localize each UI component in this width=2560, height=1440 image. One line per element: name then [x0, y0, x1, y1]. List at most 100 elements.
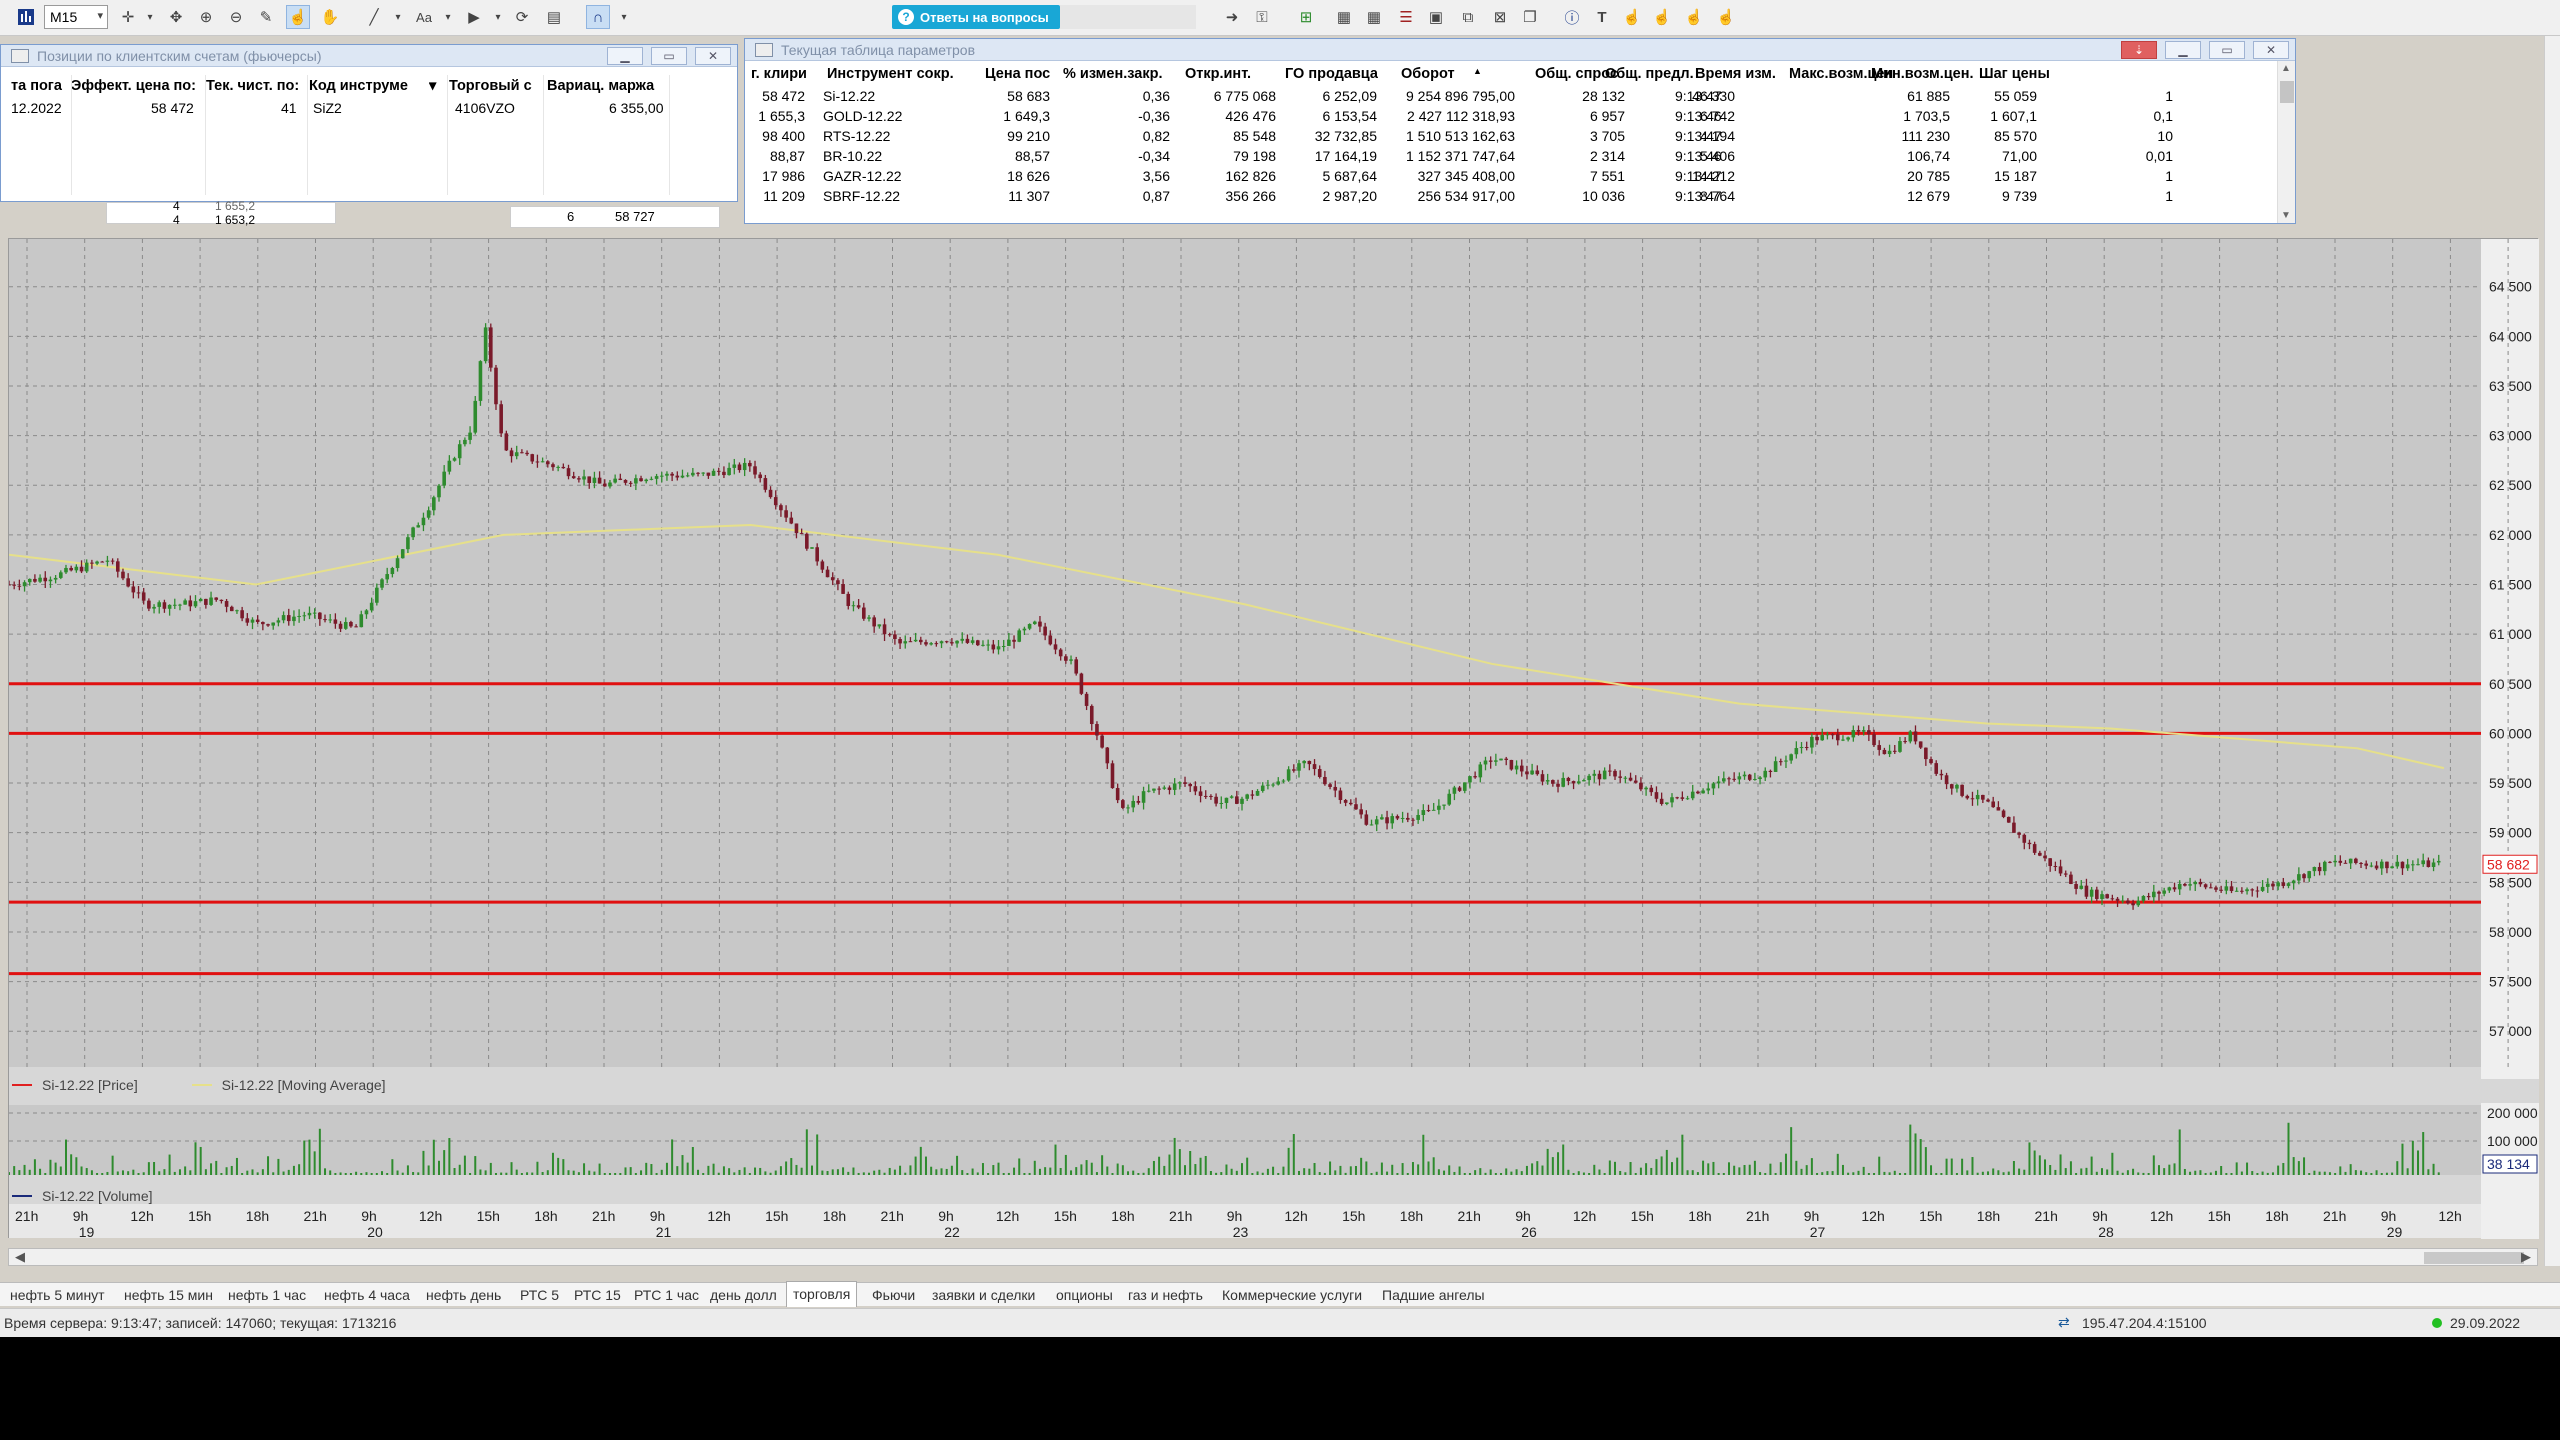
table-cell[interactable]: 0,87 [1142, 188, 1170, 204]
table-cell[interactable]: 0,36 [1142, 88, 1170, 104]
col-header[interactable]: Общ. спрос [1535, 66, 1618, 82]
table-cell[interactable]: 1 607,1 [1990, 108, 2037, 124]
table-cell[interactable]: 106,74 [1907, 148, 1950, 164]
tab-11[interactable]: заявки и сделки [932, 1287, 1036, 1303]
col-header[interactable]: Оборот [1401, 66, 1455, 82]
table-cell[interactable]: 9:13:46 [1675, 108, 1722, 124]
table-cell[interactable]: 17 164,19 [1314, 148, 1377, 164]
col-header[interactable]: Общ. предл. [1605, 66, 1694, 82]
hand-tool-icon[interactable]: ☝ [1716, 9, 1736, 26]
table-cell[interactable]: 11 209 [763, 188, 805, 204]
order-key-icon[interactable]: ⚿ [1256, 8, 1268, 26]
zoom-out-icon[interactable]: ⊖ [229, 9, 243, 26]
interval-select[interactable]: M15 ▾ [44, 5, 108, 29]
pin-button[interactable]: ⇣ [2121, 41, 2157, 59]
table-cell[interactable]: 15 187 [1994, 168, 2037, 184]
table-cell[interactable]: 5 687,64 [1322, 168, 1378, 184]
table-cell[interactable]: 9:13:47 [1675, 128, 1722, 144]
text-insert-icon[interactable]: T [1597, 8, 1607, 26]
table-cell[interactable]: 1 [2165, 88, 2173, 104]
table-icon[interactable]: ▦ [1366, 9, 1382, 26]
table-cell[interactable]: 356 266 [1225, 188, 1276, 204]
table-cell[interactable]: 61 885 [1907, 88, 1950, 104]
table-cell[interactable]: 327 345 408,00 [1417, 168, 1515, 184]
table-cell[interactable]: 2 987,20 [1322, 188, 1378, 204]
layers-icon[interactable]: ▤ [546, 9, 562, 26]
arrow-tool-icon[interactable]: ▶ [468, 9, 480, 26]
col-header[interactable]: Шаг цены [1979, 66, 2050, 82]
table-cell[interactable]: 2 427 112 318,93 [1407, 108, 1515, 124]
tab-3[interactable]: нефть 4 часа [324, 1287, 410, 1303]
table-cell[interactable]: BR-10.22 [823, 148, 883, 164]
dropdown-icon[interactable]: ▾ [147, 11, 153, 23]
crosshair-add-icon[interactable]: ✛ [121, 9, 135, 26]
chart-scrollbar[interactable]: ◀ ▶ [8, 1248, 2538, 1266]
chart-icon[interactable] [14, 5, 38, 29]
table-cell[interactable]: 85 570 [1994, 128, 2037, 144]
scroll-right-icon[interactable]: ▶ [2521, 1249, 2531, 1264]
answers-button[interactable]: ? Ответы на вопросы [892, 5, 1060, 29]
tab-14[interactable]: Коммерческие услуги [1222, 1287, 1363, 1303]
table-cell[interactable]: -0,34 [1138, 148, 1170, 164]
table-cell[interactable]: SiZ2 [313, 100, 342, 116]
table-cell[interactable]: 14 212 [1692, 168, 1735, 184]
scroll-up-icon[interactable]: ▲ [2281, 63, 2291, 74]
table-cell[interactable]: 1 655,3 [758, 108, 805, 124]
chart-window-icon[interactable]: ▣ [1428, 9, 1444, 26]
search-window-icon[interactable]: ⧉ [1462, 8, 1474, 26]
params-scrollbar[interactable]: ▲ ▼ [2277, 61, 2295, 223]
table-cell[interactable]: 2 314 [1589, 148, 1625, 164]
sort-arrow-icon[interactable]: ▾ [429, 78, 437, 94]
col-header[interactable]: Эффект. цена по: [71, 78, 196, 94]
col-header[interactable]: Откр.инт. [1185, 66, 1252, 82]
tab-2[interactable]: нефть 1 час [228, 1287, 307, 1303]
table-cell[interactable]: 162 826 [1225, 168, 1276, 184]
zoom-in-icon[interactable]: ⊕ [199, 9, 213, 26]
dropdown-icon[interactable]: ▾ [445, 11, 451, 23]
table-cell[interactable]: 4 194 [1699, 128, 1735, 144]
table-cell[interactable]: 0,1 [2153, 108, 2173, 124]
table-cell[interactable]: 98 400 [762, 128, 805, 144]
dropdown-icon[interactable]: ▾ [495, 11, 501, 23]
col-header[interactable]: Время изм. [1695, 66, 1776, 82]
table-cell[interactable]: 46 330 [1692, 88, 1735, 104]
table-cell[interactable]: 9 739 [2001, 188, 2037, 204]
tab-5[interactable]: РТС 5 [520, 1287, 560, 1303]
table-cell[interactable]: SBRF-12.22 [823, 188, 901, 204]
table-cell[interactable]: 88,87 [769, 148, 805, 164]
table-cell[interactable]: 71,00 [2001, 148, 2037, 164]
table-cell[interactable]: 6 957 [1589, 108, 1625, 124]
table-cell[interactable]: 10 036 [1582, 188, 1625, 204]
move-icon[interactable]: ✥ [169, 9, 183, 26]
text-tool-icon[interactable]: Aa [416, 9, 432, 25]
table-cell[interactable]: 32 732,85 [1314, 128, 1377, 144]
table-cell[interactable]: 12 679 [1907, 188, 1950, 204]
table-cell[interactable]: 1 [2165, 188, 2173, 204]
table-cell[interactable]: Si-12.22 [823, 88, 876, 104]
table-cell[interactable]: 1 649,3 [1003, 108, 1050, 124]
col-header[interactable]: Тек. чист. по: [206, 78, 300, 94]
table-cell[interactable]: 9 254 896 795,00 [1406, 88, 1515, 104]
table-cell[interactable]: -0,36 [1138, 108, 1170, 124]
table-cell[interactable]: 7 551 [1589, 168, 1625, 184]
table-cell[interactable]: 1 703,5 [1903, 108, 1950, 124]
scroll-down-icon[interactable]: ▼ [2281, 210, 2291, 221]
table-cell[interactable]: 111 230 [1901, 128, 1950, 144]
tab-1[interactable]: нефть 15 мин [124, 1287, 213, 1303]
table-cell[interactable]: 9:13:47 [1675, 88, 1722, 104]
table-cell[interactable]: 1 510 513 162,63 [1406, 128, 1515, 144]
table-cell[interactable]: 12.2022 [11, 100, 62, 116]
hand-icon[interactable]: ✋ [320, 9, 340, 26]
chart-canvas[interactable]: 64 500 64 000 63 500 63 000 62 500 62 000 61 5… [9, 239, 2539, 1239]
table-cell[interactable]: GAZR-12.22 [823, 168, 902, 184]
table-cell[interactable]: 6 355,00 [609, 100, 664, 116]
chart-window[interactable]: 64 500 64 000 63 500 63 000 62 500 62 000 61 5… [8, 238, 2539, 1239]
table-cell[interactable]: 11 307 [1008, 188, 1050, 204]
magnet-icon[interactable]: ∩ [586, 5, 610, 29]
table-cell[interactable]: 6 153,54 [1322, 108, 1378, 124]
table-cell[interactable]: 9:13:46 [1675, 148, 1722, 164]
table-cell[interactable]: 9:13:47 [1675, 188, 1722, 204]
table-cell[interactable]: 85 548 [1233, 128, 1276, 144]
col-header[interactable]: Мин.возм.цен. [1871, 66, 1974, 82]
dropdown-icon[interactable]: ▾ [621, 11, 627, 23]
